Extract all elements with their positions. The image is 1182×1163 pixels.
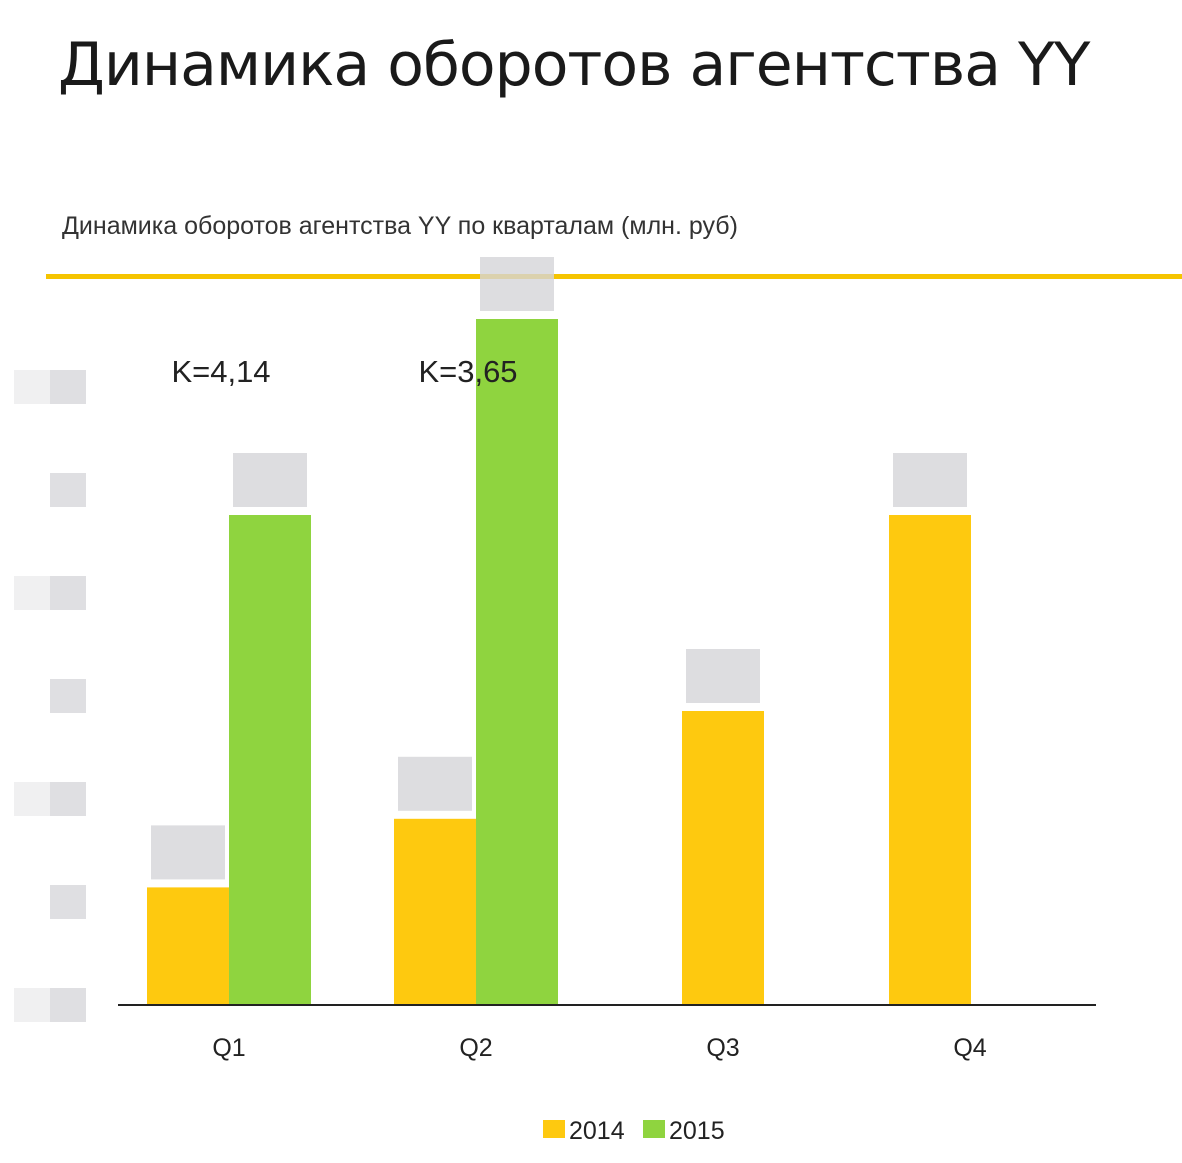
value-label-obscured <box>151 825 225 880</box>
value-label-obscured <box>480 257 554 311</box>
annotation-q1: K=4,14 <box>171 354 270 389</box>
value-label-obscured <box>686 649 760 703</box>
x-tick-label-q2: Q2 <box>459 1034 492 1062</box>
bar-2014-q4 <box>889 515 971 1005</box>
value-label-obscured <box>893 453 967 507</box>
y-tick-label-obscured <box>50 370 86 404</box>
y-tick-label-obscured <box>50 885 86 919</box>
y-tick-label-obscured <box>14 576 50 610</box>
page-title: Динамика оборотов агентства YY <box>58 30 1090 100</box>
bar-2014-q3 <box>682 711 764 1005</box>
y-tick-label-obscured <box>50 679 86 713</box>
x-tick-label-q4: Q4 <box>953 1034 986 1062</box>
y-tick-label-obscured <box>50 988 86 1022</box>
annotation-q2: K=3,65 <box>418 354 517 389</box>
bar-2015-q1 <box>229 515 311 1005</box>
legend-label-2014: 2014 <box>569 1117 625 1145</box>
title-divider <box>46 274 1182 279</box>
x-tick-label-q3: Q3 <box>706 1034 739 1062</box>
value-label-obscured <box>233 453 307 507</box>
legend-swatch-2014 <box>543 1120 565 1138</box>
y-tick-label-obscured <box>14 370 50 404</box>
legend-swatch-2015 <box>643 1120 665 1138</box>
y-tick-label-obscured <box>14 988 50 1022</box>
chart-title: Динамика оборотов агентства YY по кварта… <box>62 212 738 240</box>
bar-2014-q2 <box>394 818 476 1005</box>
x-tick-label-q1: Q1 <box>212 1034 245 1062</box>
y-tick-label-obscured <box>14 782 50 816</box>
legend-label-2015: 2015 <box>669 1117 725 1145</box>
y-tick-label-obscured <box>50 473 86 507</box>
y-tick-label-obscured <box>50 576 86 610</box>
bar-2015-q2 <box>476 319 558 1005</box>
bar-2014-q1 <box>147 887 229 1005</box>
y-tick-label-obscured <box>50 782 86 816</box>
value-label-obscured <box>398 756 472 811</box>
